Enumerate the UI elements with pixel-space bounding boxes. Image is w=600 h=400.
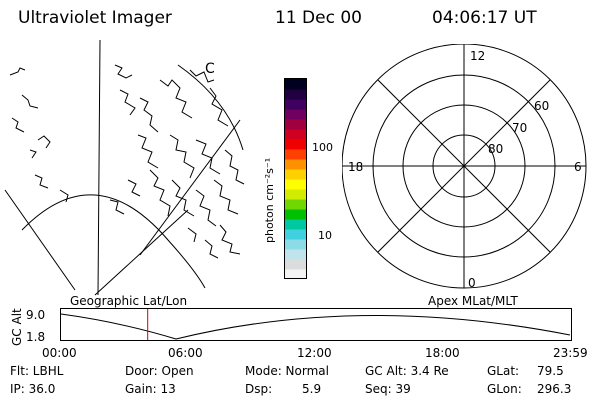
colorbar-cell — [285, 129, 306, 140]
colorbar-cell — [285, 199, 306, 210]
gc-alt-info: GC Alt: 3.4 Re — [365, 364, 449, 378]
colorbar-cell — [285, 219, 306, 230]
orbit-x-tick-0000: 00:00 — [42, 346, 77, 360]
orbit-x-tick-1200: 12:00 — [297, 346, 332, 360]
lat-label-60: 60 — [534, 99, 549, 113]
glat-value: 79.5 — [537, 364, 564, 378]
colorbar-cell — [285, 189, 306, 200]
boundary-line-3 — [139, 119, 241, 256]
date-label: 11 Dec 00 — [275, 8, 362, 28]
colorbar-cell — [285, 149, 306, 160]
colorbar-cell — [285, 179, 306, 190]
orbit-x-tick-2359: 23:59 — [553, 346, 588, 360]
boundary-line — [4, 189, 76, 291]
colorbar-cell — [285, 119, 306, 130]
colorbar-cell — [285, 169, 306, 180]
altitude-curve — [60, 313, 571, 340]
seq-info: Seq: 39 — [365, 382, 411, 396]
mlt-label-18: 18 — [348, 160, 363, 174]
colorbar-cell — [285, 159, 306, 170]
glon-label: GLon: — [487, 382, 522, 396]
colorbar-tick-100: 100 — [312, 141, 333, 154]
glon-value: 296.3 — [537, 382, 572, 396]
orbit-left-title: Geographic Lat/Lon — [70, 294, 188, 308]
colorbar-cell — [285, 269, 306, 280]
lat-label-70: 70 — [512, 121, 527, 135]
colorbar-cell — [285, 229, 306, 240]
time-label: 04:06:17 UT — [432, 8, 537, 28]
colorbar-cell — [285, 99, 306, 110]
geographic-map: C — [4, 40, 245, 296]
polar-diagonal-2 — [377, 79, 551, 253]
colorbar-cell — [285, 109, 306, 120]
colorbar-cell — [285, 79, 306, 90]
dsp-value: 5.9 — [302, 382, 322, 396]
orbit-x-tick-0600: 06:00 — [168, 346, 203, 360]
filter-info: Flt: LBHL — [10, 364, 64, 378]
door-info: Door: Open — [125, 364, 194, 378]
colorbar-cell — [285, 259, 306, 270]
ip-info: IP: 36.0 — [10, 382, 56, 396]
outer-arc — [177, 64, 244, 151]
instrument-title: Ultraviolet Imager — [18, 8, 172, 28]
colorbar — [284, 78, 307, 280]
colorbar-cell — [285, 249, 306, 260]
latitude-arc — [21, 194, 206, 289]
orbit-altitude-plot — [60, 308, 572, 341]
map-label-c: C — [205, 61, 215, 77]
meridian-line — [97, 40, 101, 296]
colorbar-tick-10: 10 — [318, 229, 332, 242]
gain-info: Gain: 13 — [125, 382, 176, 396]
colorbar-cell — [285, 89, 306, 100]
orbit-y-tick-low: 1.8 — [26, 330, 46, 344]
orbit-y-axis-label: GC Alt — [10, 308, 24, 346]
dsp-label: Dsp: — [245, 382, 273, 396]
polar-plot: 12 6 0 18 60 70 80 — [342, 44, 587, 290]
colorbar-cell — [285, 239, 306, 250]
mlt-label-0: 0 — [468, 276, 476, 290]
mlt-label-6: 6 — [574, 160, 582, 174]
orbit-y-tick-high: 9.0 — [26, 308, 46, 322]
mode-info: Mode: Normal — [245, 364, 329, 378]
orbit-right-title: Apex MLat/MLT — [428, 294, 518, 308]
orbit-x-tick-1800: 18:00 — [425, 346, 460, 360]
colorbar-cell — [285, 209, 306, 220]
mlt-label-12: 12 — [470, 49, 485, 63]
lat-label-80: 80 — [488, 142, 503, 156]
glat-label: GLat: — [487, 364, 520, 378]
colorbar-cell — [285, 139, 306, 150]
colorbar-unit-label: photon cm⁻²s⁻¹ — [263, 157, 276, 243]
